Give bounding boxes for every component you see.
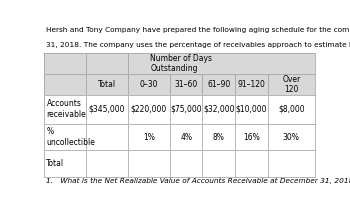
Bar <box>235 95 267 124</box>
Bar <box>86 95 128 124</box>
Bar <box>267 95 315 124</box>
Text: Total: Total <box>47 159 65 168</box>
Bar <box>128 151 170 177</box>
Bar <box>86 53 128 74</box>
Text: $8,000: $8,000 <box>278 105 304 114</box>
Bar <box>170 151 202 177</box>
Bar <box>86 74 128 95</box>
Text: 4%: 4% <box>180 133 192 142</box>
Bar <box>128 124 170 151</box>
Text: $345,000: $345,000 <box>89 105 125 114</box>
Text: Total: Total <box>98 80 116 89</box>
Text: 61–90: 61–90 <box>207 80 230 89</box>
Bar <box>170 95 202 124</box>
Bar <box>44 151 86 177</box>
Bar <box>267 124 315 151</box>
Bar <box>267 151 315 177</box>
Bar <box>235 74 267 95</box>
Text: 31, 2018. The company uses the percentage of receivables approach to estimate ba: 31, 2018. The company uses the percentag… <box>46 42 350 48</box>
Bar <box>86 151 128 177</box>
Text: 91–120: 91–120 <box>237 80 265 89</box>
Bar <box>44 95 86 124</box>
Text: Over
120: Over 120 <box>282 74 300 94</box>
Text: 0–30: 0–30 <box>140 80 158 89</box>
Text: $10,000: $10,000 <box>236 105 267 114</box>
Bar <box>86 151 128 177</box>
Text: Accounts
receivable: Accounts receivable <box>47 99 86 119</box>
Bar <box>44 74 86 95</box>
Bar <box>44 53 86 74</box>
Bar <box>128 53 315 74</box>
Bar <box>44 53 86 74</box>
Bar <box>44 95 86 124</box>
Bar <box>202 151 235 177</box>
Bar <box>235 151 267 177</box>
Bar <box>267 151 315 177</box>
Text: 30%: 30% <box>283 133 300 142</box>
Bar <box>235 74 267 95</box>
Bar <box>202 74 235 95</box>
Bar <box>86 53 128 74</box>
Bar <box>128 124 170 151</box>
Bar <box>86 124 128 151</box>
Text: $75,000: $75,000 <box>170 105 202 114</box>
Bar <box>267 74 315 95</box>
Bar <box>170 151 202 177</box>
Bar <box>86 124 128 151</box>
Bar <box>170 124 202 151</box>
Bar <box>170 74 202 95</box>
Text: 1.   What is the Net Realizable Value of Accounts Receivable at December 31, 201: 1. What is the Net Realizable Value of A… <box>46 178 350 185</box>
Bar <box>128 95 170 124</box>
Bar <box>235 124 267 151</box>
Text: 31–60: 31–60 <box>175 80 198 89</box>
Bar <box>170 124 202 151</box>
Bar <box>86 95 128 124</box>
Bar <box>128 53 315 74</box>
Bar <box>267 74 315 95</box>
Bar <box>202 124 235 151</box>
Bar <box>202 124 235 151</box>
Bar <box>44 124 86 151</box>
Bar <box>128 151 170 177</box>
Text: 8%: 8% <box>213 133 225 142</box>
Bar <box>202 74 235 95</box>
Bar <box>170 74 202 95</box>
Bar <box>44 151 86 177</box>
Text: $220,000: $220,000 <box>131 105 167 114</box>
Text: %
uncollectible: % uncollectible <box>47 127 95 147</box>
Bar <box>128 74 170 95</box>
Bar <box>267 95 315 124</box>
Text: 16%: 16% <box>243 133 260 142</box>
Bar <box>235 95 267 124</box>
Bar <box>202 95 235 124</box>
Text: Number of Days
Outstanding: Number of Days Outstanding <box>150 54 212 73</box>
Bar <box>128 95 170 124</box>
Bar <box>44 124 86 151</box>
Text: Hersh and Tony Company have prepared the following aging schedule for the compan: Hersh and Tony Company have prepared the… <box>46 27 350 33</box>
Bar <box>267 124 315 151</box>
Bar <box>86 74 128 95</box>
Bar <box>128 74 170 95</box>
Bar <box>235 151 267 177</box>
Bar <box>44 74 86 95</box>
Bar <box>202 95 235 124</box>
Text: 1%: 1% <box>143 133 155 142</box>
Bar <box>235 124 267 151</box>
Bar <box>202 151 235 177</box>
Text: $32,000: $32,000 <box>203 105 235 114</box>
Bar <box>170 95 202 124</box>
